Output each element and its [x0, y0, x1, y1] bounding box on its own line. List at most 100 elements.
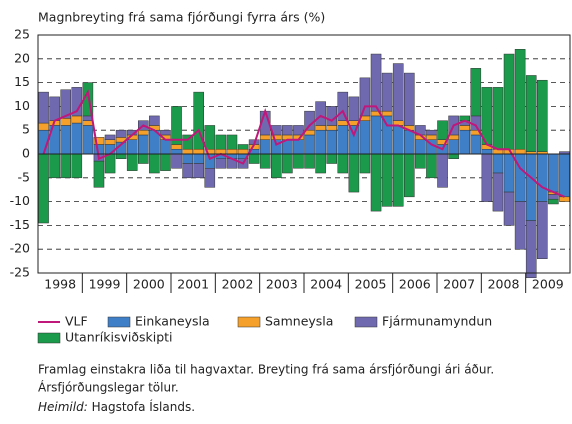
bar [404, 129, 415, 155]
x-tick-label: 2004 [310, 277, 342, 292]
bar [226, 148, 238, 155]
x-tick-label: 2005 [355, 277, 387, 292]
bar [381, 72, 393, 112]
bar [548, 194, 559, 200]
bar [437, 153, 448, 188]
x-tick-label: 2006 [399, 277, 431, 292]
legend-swatch [37, 332, 61, 344]
bar [470, 68, 482, 117]
bar [537, 153, 548, 202]
bar [71, 115, 83, 124]
bar [215, 134, 227, 150]
bar [38, 91, 49, 124]
bar [514, 49, 526, 150]
line [42, 89, 565, 198]
bar [193, 148, 205, 155]
bar [337, 125, 349, 155]
bar [93, 137, 105, 145]
bar [415, 153, 426, 169]
bar [370, 153, 382, 212]
bar [104, 153, 116, 174]
bar [404, 153, 415, 198]
bar [149, 153, 160, 174]
legend-swatch [237, 316, 261, 328]
bar [138, 153, 149, 164]
bar [259, 153, 271, 169]
bar [392, 153, 404, 207]
bar [104, 134, 116, 140]
bar [259, 139, 271, 155]
bar [304, 110, 315, 131]
bar [503, 153, 515, 193]
bar [470, 134, 482, 155]
bar [448, 134, 459, 140]
bar [559, 153, 570, 198]
bar [503, 53, 515, 150]
bar [204, 168, 216, 188]
bar [271, 153, 282, 179]
y-tick-label: 10 [14, 98, 30, 113]
source-label: Heimild: [38, 400, 88, 414]
y-tick-label: -15 [10, 217, 30, 232]
chart-title: Magnbreyting frá sama fjórðungi fyrra ár… [38, 10, 325, 25]
bar [193, 153, 205, 164]
y-tick-label: 5 [22, 122, 30, 137]
bar [337, 153, 349, 174]
bar [160, 129, 171, 136]
bar [415, 139, 426, 155]
bar [293, 139, 304, 155]
y-tick-label: 0 [22, 146, 30, 161]
bar [237, 144, 249, 150]
y-tick-label: -10 [10, 193, 30, 208]
y-tick-label: -25 [10, 265, 30, 280]
bar [71, 122, 83, 155]
bar [492, 153, 504, 174]
bar [93, 144, 105, 155]
y-tick-label: -20 [10, 241, 30, 256]
bar [60, 153, 72, 179]
bar [348, 96, 360, 121]
bar [193, 91, 205, 150]
source: Heimild: Hagstofa Íslands. [38, 399, 195, 414]
bar [481, 87, 493, 145]
bar [138, 134, 149, 155]
bar [492, 172, 504, 212]
bar [38, 122, 49, 131]
bar [481, 153, 493, 202]
bar [437, 120, 448, 140]
bar [193, 163, 205, 179]
bar [315, 129, 326, 155]
bar [237, 148, 249, 155]
bar [359, 120, 371, 155]
x-tick-label: 1998 [44, 277, 76, 292]
bar [326, 106, 337, 126]
bar [326, 125, 337, 131]
bar [115, 153, 127, 160]
bar [459, 125, 470, 131]
bar [182, 148, 193, 155]
bar [326, 153, 337, 164]
bar [404, 72, 415, 126]
bar [160, 139, 171, 155]
bar [448, 153, 459, 160]
bar [149, 115, 160, 126]
bar [326, 129, 337, 155]
x-tick-label: 2000 [133, 277, 165, 292]
legend-label: Samneysla [265, 314, 333, 329]
bar [481, 148, 493, 155]
bar [248, 153, 260, 164]
bar [459, 129, 470, 155]
bar [182, 163, 193, 179]
bar [282, 125, 293, 136]
bar [392, 63, 404, 121]
bar [525, 75, 537, 152]
bar [514, 148, 526, 155]
bar [71, 153, 83, 179]
x-tick-label: 2007 [443, 277, 475, 292]
bar [426, 153, 437, 179]
bar [60, 125, 72, 155]
bar [392, 125, 404, 155]
y-tick-label: -5 [18, 169, 30, 184]
bar [215, 158, 227, 169]
bar [204, 125, 216, 150]
